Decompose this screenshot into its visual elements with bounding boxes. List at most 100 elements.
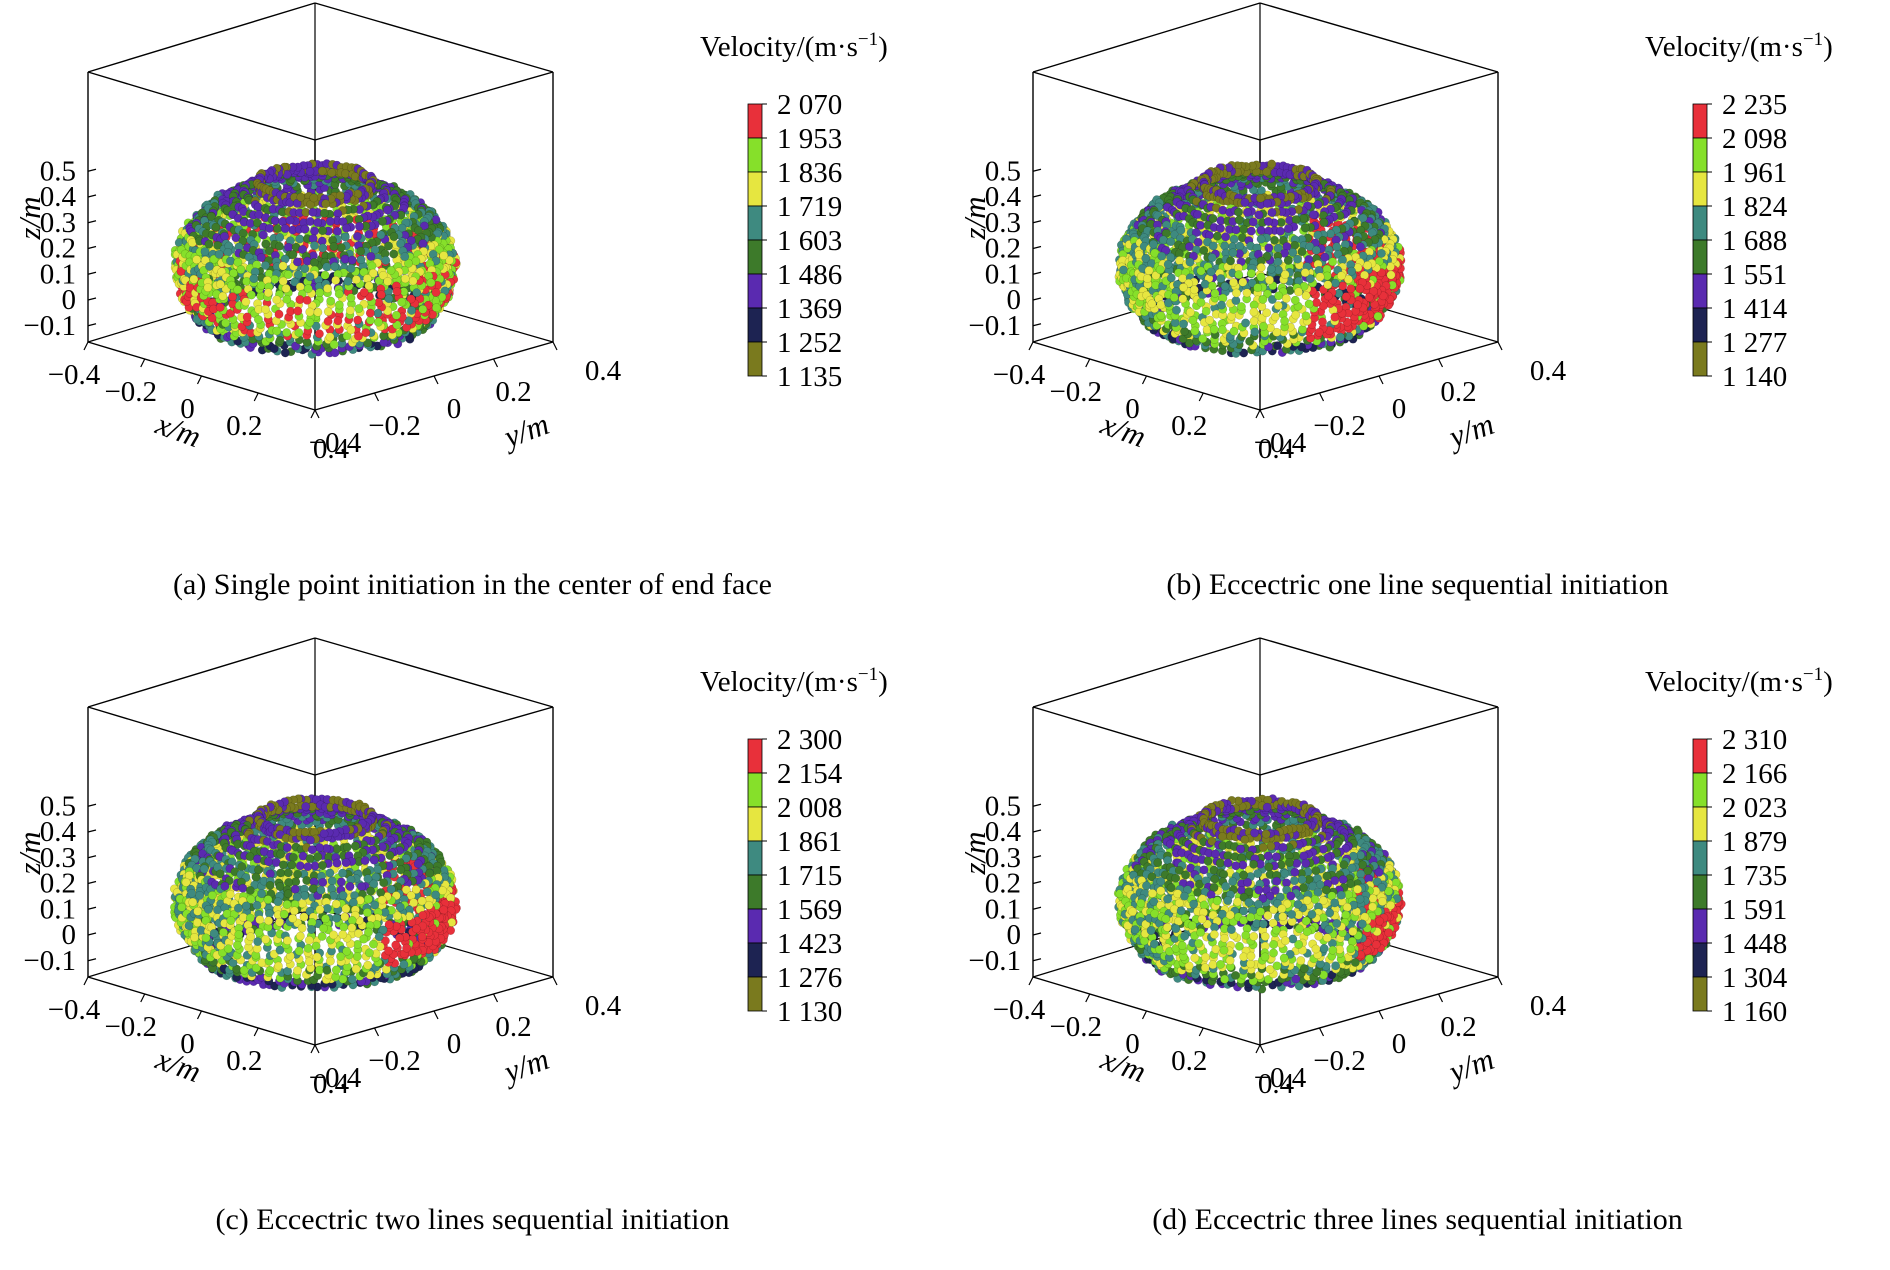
point-b-1782: [1297, 247, 1307, 257]
point-b-1902: [1273, 257, 1283, 267]
point-b-1938: [1318, 301, 1328, 311]
point-a-1781: [336, 243, 346, 253]
point-a-2021: [261, 304, 270, 314]
axes-c: 0.50.40.30.20.10−0.1z/m−0.4−0.200.20.4x/…: [12, 637, 622, 1100]
point-b-2059: [1274, 291, 1284, 301]
front-edge-c-0: [87, 637, 316, 708]
point-a-1677: [404, 316, 414, 326]
point-a-1775: [275, 241, 284, 251]
point-a-2016: [282, 328, 292, 338]
point-a-1816: [227, 280, 237, 290]
point-b-1632: [1231, 225, 1241, 235]
x-tick-mark-a-0: [83, 341, 89, 351]
point-a-1882: [347, 255, 357, 265]
point-a-1793: [256, 253, 266, 262]
colorbar-label-a-5: 1 486: [777, 259, 842, 291]
y-tick-label-c-3: 0.2: [495, 1011, 531, 1043]
point-b-2036: [1242, 288, 1252, 298]
colorbar-close-a: ): [878, 31, 888, 63]
point-a-1548: [200, 255, 210, 265]
point-b-1671: [1335, 332, 1345, 342]
y-tick-mark-b-0: [1259, 409, 1265, 419]
colorbar-title-a: Velocity/(m·s−1): [700, 29, 888, 63]
colorbar-label-a-6: 1 369: [777, 293, 842, 325]
caption-b: (b) Eccectric one line sequential initia…: [1166, 568, 1669, 601]
point-b-1595: [1248, 217, 1258, 227]
point-a-1498: [213, 240, 223, 250]
front-edge-b-2: [1259, 71, 1499, 141]
x-tick-mark-c-3: [253, 1027, 259, 1037]
y-axis-label-b: y/m: [1442, 406, 1499, 455]
point-a-1948: [364, 281, 374, 291]
point-a-1942: [246, 290, 256, 300]
point-a-1435: [378, 216, 387, 226]
point-a-1782: [280, 348, 290, 358]
x-tick-mark-c-2: [196, 1010, 203, 1020]
point-b-1507: [1267, 208, 1277, 217]
point-a-1504: [220, 231, 230, 241]
point-a-1746: [381, 255, 391, 265]
point-a-1510: [189, 274, 199, 284]
point-a-1988: [331, 275, 341, 285]
x-tick-label-c-4: 0.4: [313, 1068, 350, 1100]
point-a-670: [305, 166, 315, 176]
y-tick-mark-a-2: [433, 375, 439, 385]
point-b-1941: [1256, 263, 1266, 272]
point-b-1509: [1176, 225, 1186, 235]
point-a-2013: [346, 293, 356, 303]
point-a-1927: [376, 290, 386, 300]
point-a-1294: [434, 245, 444, 255]
front-edge-b-0: [1032, 2, 1261, 73]
y-tick-mark-b-3: [1437, 358, 1444, 368]
point-b-1894: [1273, 341, 1283, 351]
point-a-1714: [412, 288, 422, 298]
point-b-1573: [1300, 223, 1310, 233]
point-a-2037: [345, 305, 355, 315]
point-a-1776: [218, 291, 228, 301]
point-b-1480: [1319, 218, 1329, 227]
point-a-1698: [370, 245, 380, 255]
point-b-1899: [1323, 280, 1333, 290]
point-a-1511: [308, 207, 318, 217]
point-b-1984: [1196, 297, 1206, 307]
point-a-1943: [309, 258, 319, 267]
point-a-1928: [270, 274, 280, 284]
z-tick-label-c-1: 0.4: [40, 816, 77, 848]
point-b-1884: [1178, 282, 1188, 292]
z-tick-label-a-3: 0.2: [40, 233, 76, 265]
y-tick-mark-a-4: [552, 341, 558, 351]
point-b-1946: [1216, 274, 1226, 284]
point-a-1735: [215, 302, 225, 312]
point-a-2066: [302, 295, 312, 305]
point-a-1583: [325, 216, 335, 226]
colorbar-swatch-a-5: [747, 273, 763, 309]
point-b-1881: [1330, 312, 1340, 322]
point-b-2024: [1247, 278, 1257, 288]
z-tick-mark-a-3: [87, 245, 97, 250]
point-b-1646: [1147, 299, 1157, 309]
point-b-1682: [1347, 266, 1357, 276]
y-tick-mark-c-4: [552, 976, 558, 986]
point-b-1831: [1169, 293, 1179, 302]
point-a-1488: [253, 218, 262, 228]
y-tick-label-b-0: −0.4: [1254, 427, 1307, 459]
point-b-1997: [1234, 270, 1244, 280]
x-tick-label-b-4: 0.4: [1258, 433, 1295, 465]
y-tick-label-b-2: 0: [1392, 393, 1407, 425]
point-b-1698: [1338, 255, 1347, 265]
point-b-1705: [1221, 232, 1231, 242]
point-a-1509: [319, 208, 329, 218]
point-a-1530: [431, 287, 441, 297]
colorbar-swatch-a-7: [747, 341, 763, 377]
point-b-1882: [1293, 254, 1302, 264]
x-axis-label-b: x/m: [1096, 406, 1151, 455]
front-edge-c-3: [87, 706, 316, 776]
panel-c: 0.5 0.4 0.3 0.2 0.1 0 −0.1 z/m −0.4 −0.2 0 0.2 0.4 x/…: [0, 635, 945, 1270]
point-a-1707: [407, 305, 417, 315]
chart-b: 0.50.40.30.20.10−0.1z/m−0.4−0.200.20.4x/…: [957, 2, 1833, 465]
colorbar-label-a-1: 1 953: [777, 123, 842, 155]
point-b-1987: [1266, 264, 1276, 274]
point-b-2065: [1262, 308, 1272, 318]
point-b-1838: [1172, 305, 1181, 315]
point-b-1981: [1205, 315, 1215, 325]
